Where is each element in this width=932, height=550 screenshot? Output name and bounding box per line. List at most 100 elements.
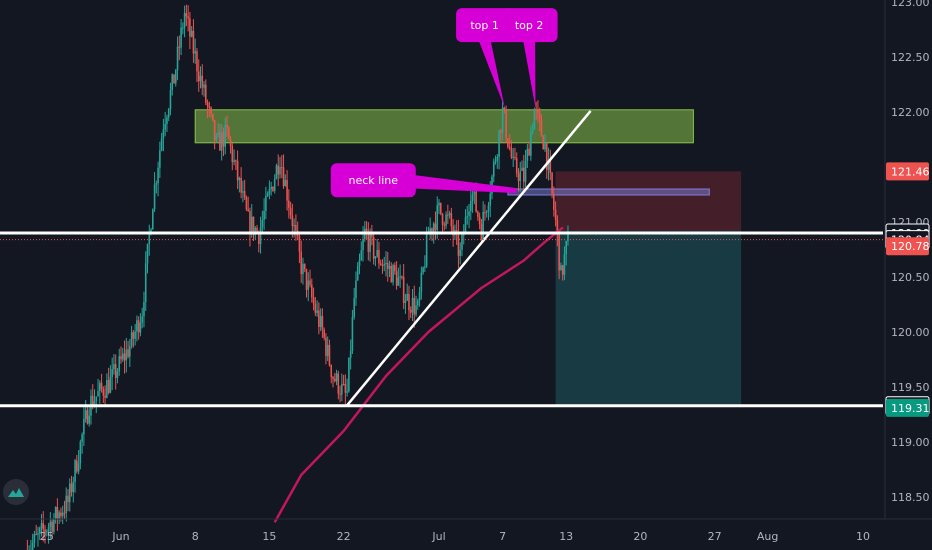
candle-body [47,526,50,532]
candle-body [349,350,352,358]
rising-trendline[interactable] [345,110,592,407]
candle [379,259,382,266]
candle [28,545,30,550]
price-tick-label: 118.50 [891,491,930,504]
candle-body [206,102,209,107]
candle-body [212,113,214,121]
candle-body [60,512,62,516]
candle [547,147,550,181]
candle [508,133,511,151]
candle-body [107,379,110,393]
candle [107,367,110,395]
candle [104,385,106,408]
candle-body [266,193,269,197]
candle [346,378,348,397]
candle-body [545,143,548,170]
candle-body [185,13,188,17]
candle-body [213,120,216,141]
candle-body [561,265,564,275]
candle-body [406,293,408,301]
price-tick-label: 120.00 [891,326,930,339]
candle [323,327,325,341]
candle-body [114,364,117,378]
candle [339,385,341,403]
candle-body [339,393,341,395]
candle-body [46,531,48,533]
candle-body [144,263,147,302]
price-badge-box [886,398,929,417]
candle-body [293,225,295,227]
candle-body [348,357,350,392]
candle [309,269,311,288]
candle-body [263,211,265,220]
candle-body [335,373,338,382]
candle-body [102,389,105,396]
candle-body [305,269,308,290]
neck-line-callout[interactable]: neck line [330,163,517,198]
candle-body [379,263,382,265]
time-axis[interactable]: 25 Jun 8 15 22 Jul 7 13 20 27 Aug 10 [0,518,932,543]
candle [127,340,129,359]
time-tick-label: 15 [262,530,276,543]
time-tick-label: 27 [708,530,722,543]
candle-body [383,264,386,266]
candle-body [462,234,465,236]
candle [201,64,204,96]
top-1-callout[interactable]: top 1 [456,8,514,108]
candle-body [547,159,550,170]
candle [464,209,467,235]
candle-body [494,160,497,163]
candle [282,154,285,189]
candle-body [113,364,115,370]
candle [565,240,567,266]
candle-body [392,265,394,283]
candle [519,161,522,192]
candle [185,4,188,26]
candle-body [505,110,507,139]
candle [307,272,310,302]
price-axis[interactable]: 118.50119.00119.50120.00120.50121.00121.… [884,0,930,519]
candle [305,268,308,298]
candle-body [190,30,193,37]
candle [280,155,283,179]
candle-body [194,51,196,54]
candle [164,111,166,137]
candle-body [307,280,310,290]
candle [468,204,470,229]
candle [316,300,318,317]
candle [26,539,28,550]
candle [144,251,147,311]
candle [68,478,71,512]
candle [97,378,99,397]
candle [203,81,205,97]
candle-body [196,51,198,72]
top-2-callout[interactable]: top 2 [500,8,558,108]
candle-body [475,191,477,212]
candle-body [376,250,378,257]
candle-body [236,160,239,181]
candle-body [517,173,520,181]
candle [116,368,119,384]
tradingview-logo-icon[interactable] [3,479,29,505]
candle [159,141,161,178]
candle [137,316,140,340]
candle-body [56,507,59,519]
candle [415,295,417,317]
candle-body [367,233,370,252]
candle [406,283,408,301]
candle [153,172,156,213]
candle-body [231,145,234,163]
price-tick-label: 122.00 [891,106,930,119]
candle-body [303,263,306,270]
candle-body [81,434,83,442]
candle [544,134,546,152]
candle [303,263,306,273]
candle-body [358,260,361,267]
candle [182,22,184,35]
candle [358,253,361,275]
candle-body [245,197,248,210]
candle-body [208,106,211,108]
candle-body [508,146,511,149]
